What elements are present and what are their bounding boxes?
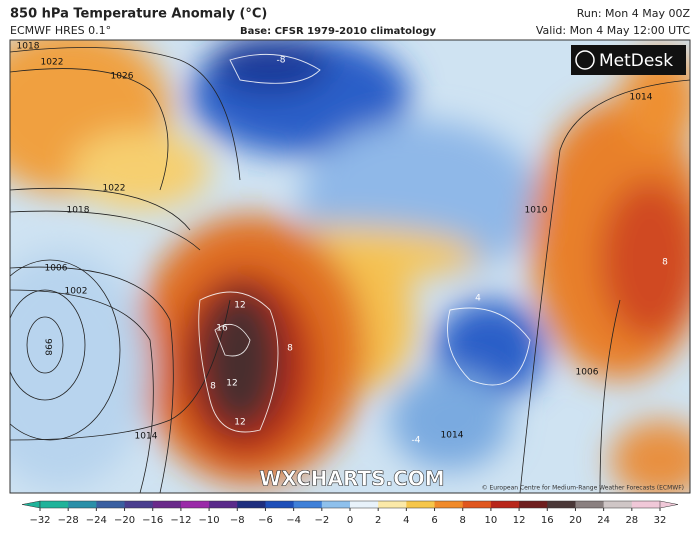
colorbar-tick-label: −10 bbox=[199, 515, 220, 526]
colorbar-segment bbox=[519, 501, 548, 508]
anomaly-label: -4 bbox=[412, 436, 421, 446]
map bbox=[10, 40, 690, 493]
colorbar-tick-label: −28 bbox=[58, 515, 79, 526]
watermark: WXCHARTS.COM bbox=[259, 467, 444, 491]
isobar-label: 1022 bbox=[41, 58, 64, 68]
anomaly-label: 8 bbox=[662, 258, 668, 268]
colorbar-tick-label: 0 bbox=[347, 515, 353, 526]
colorbar-segment bbox=[152, 501, 182, 508]
colorbar-tick-label: −24 bbox=[86, 515, 107, 526]
isobar-label: 1018 bbox=[67, 206, 90, 216]
colorbar-tick-label: −6 bbox=[258, 515, 273, 526]
colorbar-tick-label: 12 bbox=[513, 515, 526, 526]
colorbar-segment bbox=[434, 501, 464, 508]
anomaly-label: 8 bbox=[210, 382, 216, 392]
anomaly-label: 4 bbox=[475, 294, 481, 304]
valid: Valid: Mon 4 May 12:00 UTC bbox=[536, 24, 690, 37]
colorbar-tick-label: 16 bbox=[541, 515, 554, 526]
colorbar-segment bbox=[68, 501, 97, 508]
anomaly-label: 12 bbox=[234, 418, 245, 428]
colorbar-segment bbox=[631, 501, 661, 508]
isobar-label: 1014 bbox=[441, 431, 464, 441]
anomaly-label: -8 bbox=[277, 56, 286, 66]
anomaly-label: 12 bbox=[226, 379, 237, 389]
colorbar-tick-label: 10 bbox=[485, 515, 498, 526]
title: 850 hPa Temperature Anomaly (°C) bbox=[10, 7, 267, 22]
colorbar-segment bbox=[180, 501, 210, 508]
colorbar-segment bbox=[40, 501, 69, 508]
colorbar-tick-label: −20 bbox=[114, 515, 135, 526]
isobar-label: 1014 bbox=[135, 432, 158, 442]
logo: MetDesk bbox=[599, 51, 673, 71]
colorbar-end bbox=[21, 500, 41, 509]
colorbar-segment bbox=[237, 501, 266, 508]
colorbar-segment bbox=[265, 501, 295, 508]
model: ECMWF HRES 0.1° bbox=[10, 24, 111, 37]
colorbar-tick-label: −32 bbox=[29, 515, 50, 526]
isobar-label: 1010 bbox=[525, 206, 548, 216]
colorbar-tick-label: 6 bbox=[431, 515, 437, 526]
colorbar-tick-label: 28 bbox=[625, 515, 638, 526]
colorbar-segment bbox=[603, 501, 633, 508]
colorbar-segment bbox=[124, 501, 154, 508]
colorbar-tick-label: 24 bbox=[597, 515, 610, 526]
colorbar-segment bbox=[321, 501, 351, 508]
isobar-label: 1006 bbox=[45, 264, 68, 274]
colorbar-segment bbox=[209, 501, 238, 508]
base: Base: CFSR 1979-2010 climatology bbox=[240, 26, 436, 37]
colorbar-tick-label: −12 bbox=[170, 515, 191, 526]
colorbar-segment bbox=[96, 501, 126, 508]
colorbar-segment bbox=[462, 501, 492, 508]
colorbar-tick-label: 8 bbox=[460, 515, 466, 526]
map-frame bbox=[9, 39, 691, 494]
colorbar-end bbox=[659, 500, 679, 509]
isobar-label: 1014 bbox=[630, 93, 653, 103]
colorbar-tick-label: −16 bbox=[142, 515, 163, 526]
anomaly-label: 8 bbox=[287, 344, 293, 354]
colorbar-segment bbox=[378, 501, 407, 508]
colorbar-tick-label: 4 bbox=[403, 515, 409, 526]
anomaly-label: 12 bbox=[234, 301, 245, 311]
isobar-label: 1006 bbox=[576, 368, 599, 378]
logo-icon bbox=[575, 50, 595, 70]
isobar-label: 998 bbox=[43, 338, 53, 355]
colorbar-segment bbox=[575, 501, 605, 508]
colorbar-tick-label: −4 bbox=[286, 515, 301, 526]
colorbar-tick-label: 32 bbox=[654, 515, 667, 526]
logo-box bbox=[571, 45, 686, 75]
anomaly-label: 16 bbox=[216, 324, 228, 334]
colorbar-tick-label: −2 bbox=[314, 515, 329, 526]
isobar-label: 1002 bbox=[65, 287, 88, 297]
colorbar-tick-label: −8 bbox=[230, 515, 245, 526]
colorbar-segment bbox=[406, 501, 436, 508]
colorbar-segment bbox=[490, 501, 520, 508]
credit: © European Centre for Medium-Range Weath… bbox=[482, 485, 684, 492]
colorbar-tick-label: 2 bbox=[375, 515, 381, 526]
isobar-label: 1018 bbox=[17, 42, 40, 52]
colorbar-segment bbox=[293, 501, 323, 508]
colorbar-segment bbox=[350, 501, 379, 508]
isobar-label: 1022 bbox=[103, 184, 126, 194]
isobar-label: 1026 bbox=[111, 72, 134, 82]
colorbar-tick-label: 20 bbox=[569, 515, 582, 526]
run: Run: Mon 4 May 00Z bbox=[577, 7, 691, 20]
colorbar-segment bbox=[547, 501, 576, 508]
